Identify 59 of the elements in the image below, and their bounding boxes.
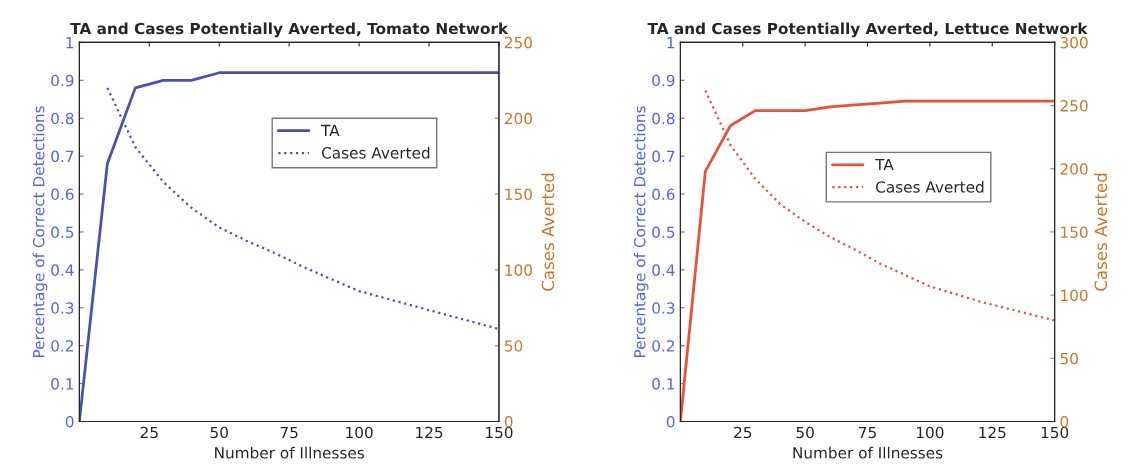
x-tick-label: 100 <box>346 426 373 439</box>
y2-axis-title: Cases Averted <box>541 173 555 291</box>
y-axis-title: Percentage of Correct Detections <box>32 106 48 358</box>
y2-tick-label: 0 <box>504 416 513 428</box>
y-tick-label: 0.8 <box>652 112 675 125</box>
legend-label: Cases Averted <box>876 180 984 193</box>
x-tick-label: 125 <box>979 426 1006 439</box>
y2-tick-label: 100 <box>505 264 532 276</box>
y-tick-label: 0 <box>666 416 675 428</box>
x-tick-label: 25 <box>140 426 158 439</box>
x-axis-title: Number of Illnesses <box>793 446 943 459</box>
y-tick-label: 0.7 <box>652 150 675 163</box>
y-tick-label: 0.5 <box>51 226 74 238</box>
x-tick-label: 75 <box>859 426 876 439</box>
y-tick-label: 0 <box>65 416 74 428</box>
y2-tick-label: 50 <box>505 340 523 352</box>
y2-tick-label: 200 <box>504 112 532 125</box>
y2-tick-label: 50 <box>1060 352 1078 365</box>
y2-tick-label: 300 <box>1060 36 1088 49</box>
chart-title: TA and Cases Potentially Averted, Lettuce Network <box>647 22 1088 38</box>
legend-label: TA <box>875 158 894 171</box>
y-tick-label: 0.7 <box>51 150 74 163</box>
y-tick-label: 0.9 <box>51 74 74 87</box>
y-tick-label: 1 <box>66 37 74 49</box>
y2-tick-label: 200 <box>1060 163 1088 175</box>
y-axis-title: Percentage of Correct Detections <box>633 106 649 358</box>
y-tick-label: 0.2 <box>51 340 73 352</box>
x-tick-label: 150 <box>1041 426 1069 439</box>
x-axis-title: Number of Illnesses <box>215 446 365 459</box>
x-tick-label: 25 <box>734 426 752 439</box>
y-tick-label: 0.3 <box>652 302 675 314</box>
y2-tick-label: 100 <box>1061 289 1088 302</box>
y-tick-label: 0.6 <box>652 188 675 201</box>
y-tick-label: 1 <box>667 37 675 49</box>
x-tick-label: 50 <box>796 426 814 439</box>
x-tick-label: 125 <box>416 426 443 439</box>
y-tick-label: 0.1 <box>652 378 675 390</box>
y2-tick-label: 250 <box>1060 100 1088 112</box>
x-tick-label: 75 <box>280 426 298 439</box>
y-tick-label: 0.1 <box>51 378 74 390</box>
y-tick-label: 0.9 <box>652 74 675 87</box>
x-tick-label: 150 <box>486 426 513 439</box>
x-tick-label: 50 <box>210 426 228 439</box>
x-tick-label: 100 <box>916 426 944 439</box>
y-tick-label: 0.6 <box>51 188 74 201</box>
chart-title: TA and Cases Potentially Averted, Tomato Network <box>70 22 509 38</box>
legend-label: TA <box>321 124 340 136</box>
legend-label: Cases Averted <box>321 146 430 159</box>
y2-tick-label: 150 <box>505 188 532 201</box>
y-tick-label: 0.4 <box>51 264 74 276</box>
y-tick-label: 0.5 <box>652 226 675 238</box>
y-tick-label: 0.2 <box>652 340 675 352</box>
y-tick-label: 0.8 <box>51 112 74 125</box>
y2-tick-label: 250 <box>504 36 532 49</box>
y2-tick-label: 0 <box>1060 416 1069 428</box>
y-tick-label: 0.3 <box>51 302 74 314</box>
y2-tick-label: 150 <box>1061 226 1088 238</box>
y-tick-label: 0.4 <box>652 264 675 276</box>
y2-axis-title: Cases Averted <box>1094 173 1108 291</box>
